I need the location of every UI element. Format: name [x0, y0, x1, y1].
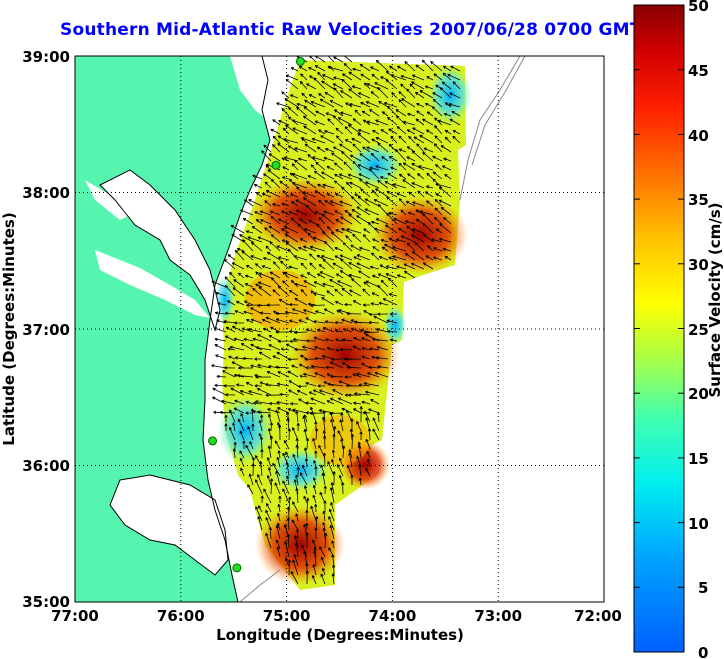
y-tick-label: 38:00 — [22, 184, 70, 202]
y-axis-label: Latitude (Degrees:Minutes) — [0, 212, 18, 445]
station-3-marker — [208, 436, 218, 446]
colorbar-gradient — [633, 4, 685, 653]
colorbar-tick-label: 35 — [688, 191, 709, 209]
x-tick-label: 76:00 — [157, 607, 205, 625]
colorbar-tick-label: 20 — [688, 385, 709, 403]
colorbar: 50 45 40 35 30 25 20 15 10 5 0 Surface V… — [633, 0, 724, 659]
x-tick-label: 75:00 — [263, 607, 311, 625]
x-tick-label: 77:00 — [51, 607, 99, 625]
colorbar-tick-label: 0 — [698, 644, 708, 659]
colorbar-tick-label: 15 — [688, 450, 709, 468]
colorbar-label: Surface Velocity (cm/s) — [706, 202, 724, 397]
colorbar-tick-label: 25 — [688, 321, 709, 339]
y-tick-label: 36:00 — [22, 457, 70, 475]
x-tick-label: 73:00 — [474, 607, 522, 625]
station-2-marker — [271, 160, 281, 170]
x-axis-label: Longitude (Degrees:Minutes) — [216, 626, 464, 644]
chesapeake-bay — [100, 170, 220, 330]
station-markers — [208, 56, 305, 573]
colorbar-tick-label: 50 — [688, 0, 709, 15]
colorbar-tick-label: 40 — [688, 127, 709, 145]
y-tick-label: 37:00 — [22, 321, 70, 339]
x-tick-label: 74:00 — [369, 607, 417, 625]
x-axis: 77:00 76:00 75:00 74:00 73:00 72:00 Long… — [51, 607, 622, 644]
x-tick-label: 72:00 — [574, 607, 622, 625]
station-4-marker — [232, 563, 242, 573]
y-axis: 39:00 38:00 37:00 36:00 35:00 Latitude (… — [0, 48, 70, 611]
velocity-vectors — [211, 56, 461, 585]
y-tick-label: 39:00 — [22, 48, 70, 66]
colorbar-tick-label: 45 — [688, 62, 709, 80]
colorbar-tick-label: 10 — [688, 515, 709, 533]
colorbar-tick-label: 30 — [688, 256, 709, 274]
station-1-marker — [295, 56, 305, 66]
y-tick-label: 35:00 — [22, 593, 70, 611]
chart-title: Southern Mid-Atlantic Raw Velocities 200… — [60, 20, 642, 40]
colorbar-tick-label: 5 — [698, 579, 708, 597]
pamlico-sound — [110, 475, 228, 575]
